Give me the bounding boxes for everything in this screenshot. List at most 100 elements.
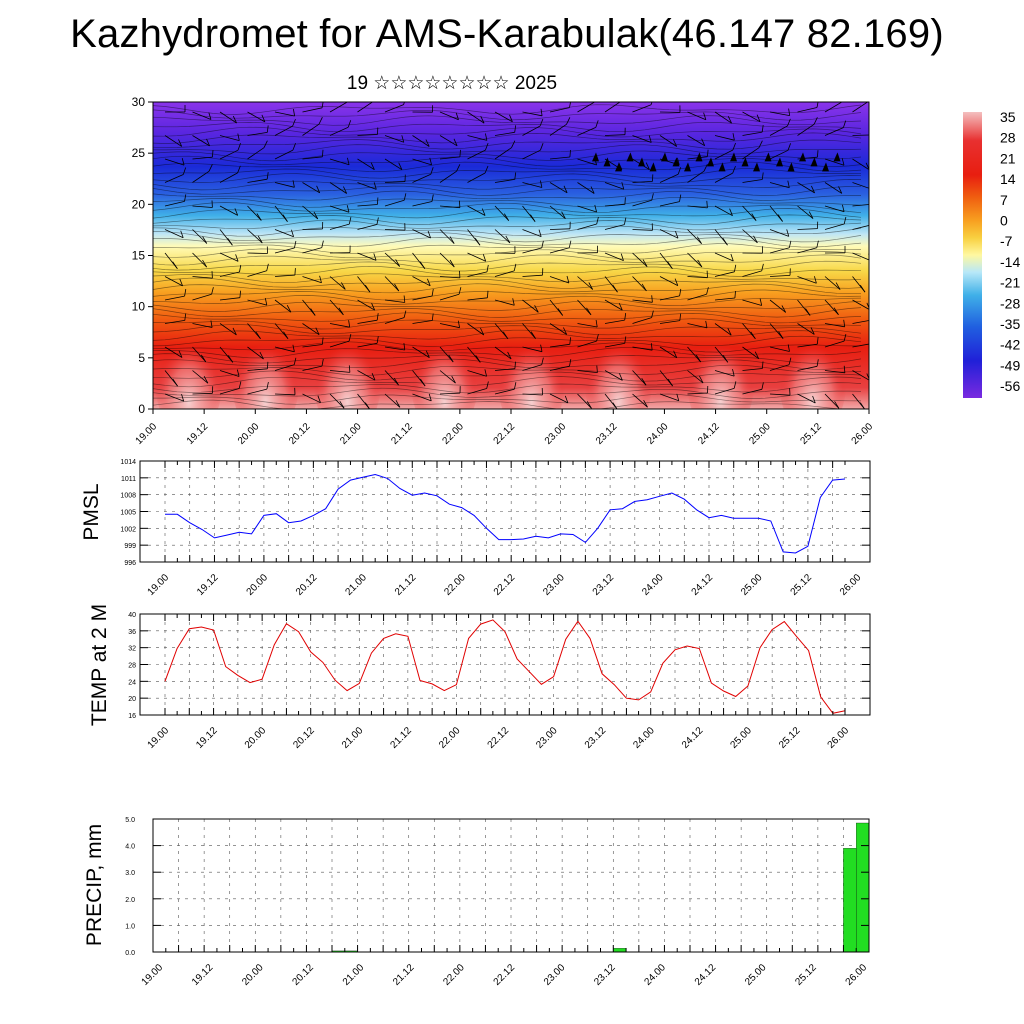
wind-barb-feather: [787, 180, 790, 188]
wind-flag: [707, 157, 714, 167]
wind-barb-feather: [321, 359, 324, 367]
wind-barb: [852, 158, 869, 171]
wind-barb-feather: [210, 320, 213, 328]
x-tick-label: 23.12: [594, 421, 620, 447]
x-tick-label: 24.12: [680, 725, 706, 751]
wind-barb: [632, 346, 653, 351]
wind-barb: [522, 229, 542, 237]
x-tick-label: 21.12: [391, 962, 417, 988]
wind-barb-feather: [699, 375, 704, 384]
wind-barb-feather: [514, 382, 517, 390]
warm-blob: [410, 321, 479, 409]
wind-barb-feather: [754, 351, 760, 359]
wind-barb-feather: [346, 205, 350, 213]
wind-barb: [687, 370, 704, 384]
wind-barb-feather: [292, 142, 296, 151]
wind-barb: [659, 173, 679, 183]
wind-barb: [467, 388, 487, 395]
wind-barb-feather: [310, 308, 316, 316]
wind-barb-feather: [427, 278, 431, 286]
wind-barb: [412, 173, 431, 183]
wind-barb: [219, 370, 240, 377]
wind-barb: [467, 172, 486, 183]
contour-line: [153, 126, 862, 138]
wind-barb-feather: [651, 193, 654, 201]
x-tick-label: 22.00: [441, 962, 467, 988]
wind-barb: [714, 205, 733, 217]
wind-barb: [714, 271, 735, 277]
wind-barb-feather: [761, 263, 764, 271]
wind-barb-feather: [641, 283, 647, 292]
wind-barb: [742, 147, 760, 160]
wind-barb-feather: [425, 350, 430, 358]
wind-barb-feather: [505, 235, 511, 244]
wind-barb-feather: [538, 229, 542, 237]
wind-barb-feather: [677, 167, 682, 175]
x-tick-label: 24.00: [640, 572, 666, 598]
wind-barb: [247, 299, 267, 306]
wind-barb-feather: [457, 320, 460, 328]
wind-flag: [615, 162, 622, 172]
wind-barb-feather: [674, 278, 679, 286]
wind-barb-feather: [395, 259, 401, 267]
wind-barb: [549, 323, 567, 335]
wind-barb-feather: [181, 157, 185, 166]
wind-barb: [439, 392, 461, 395]
wind-barb-feather: [612, 284, 618, 293]
contour-line: [153, 341, 862, 353]
wind-barb-feather: [474, 237, 481, 246]
x-tick-label: 21.00: [343, 572, 369, 598]
wind-barb-feather: [758, 140, 763, 148]
wind-barb: [274, 299, 292, 313]
wind-flag: [684, 162, 691, 172]
wind-barb-feather: [778, 331, 784, 339]
wind-barb: [164, 320, 185, 324]
x-tick-label: 25.12: [789, 572, 815, 598]
wind-barb: [192, 170, 210, 183]
wind-barb-feather: [502, 331, 509, 340]
wind-barb-feather: [286, 305, 292, 313]
wind-barb-feather: [182, 167, 187, 175]
wind-flag: [799, 152, 806, 162]
wind-barb: [329, 299, 344, 316]
wind-barb: [742, 131, 763, 136]
wind-barb: [412, 393, 432, 402]
wind-barb: [769, 364, 790, 371]
wind-barb-feather: [403, 342, 406, 351]
wind-barb-feather: [859, 284, 866, 293]
contour-line: [153, 168, 862, 179]
y-tick-label: 996: [124, 560, 136, 567]
wind-barb: [742, 179, 763, 183]
wind-barb-feather: [514, 361, 516, 369]
wind-barb-feather: [486, 264, 489, 272]
wind-barb: [797, 365, 818, 371]
wind-barb: [824, 127, 844, 136]
wind-barb-feather: [371, 303, 376, 311]
wind-barb-feather: [448, 354, 454, 363]
wind-barb: [687, 293, 707, 301]
wind-barb: [852, 252, 869, 261]
wind-barb-feather: [618, 302, 623, 311]
wind-barb: [412, 158, 432, 166]
y-tick-label: 15: [132, 249, 146, 263]
wind-barb: [384, 370, 399, 386]
wind-barb: [687, 135, 705, 147]
contour-line: [153, 347, 862, 359]
wind-barb-feather: [339, 400, 345, 409]
colorbar-label: 0: [1000, 213, 1008, 229]
x-tick-label: 21.00: [338, 421, 364, 447]
y-tick-label: 999: [124, 543, 136, 550]
y-tick-label: 1002: [120, 526, 136, 533]
x-tick-label: 20.00: [243, 725, 269, 751]
wind-barb-feather: [373, 182, 377, 190]
x-tick-label: 22.12: [492, 572, 518, 598]
wind-barb: [714, 388, 735, 395]
y-tick-label: 28: [128, 663, 136, 670]
wind-barb: [604, 319, 625, 324]
wind-barb-feather: [834, 401, 840, 409]
contour-line: [153, 132, 862, 144]
wind-barb-feather: [480, 116, 485, 124]
y-tick-label: 5: [138, 351, 145, 365]
y-tick-label: 32: [128, 646, 136, 653]
warm-blob: [313, 321, 382, 409]
